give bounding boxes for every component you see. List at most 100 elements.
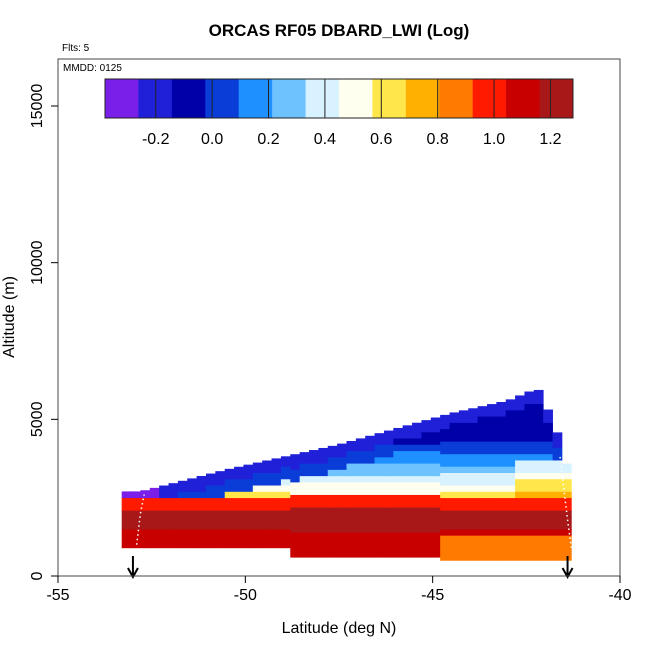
heatmap-cell — [543, 472, 553, 480]
heatmap-cell — [187, 516, 198, 524]
heatmap-cell — [468, 478, 479, 486]
heatmap-cell — [159, 541, 169, 549]
heatmap-cell — [449, 441, 460, 448]
heatmap-cell — [552, 447, 563, 455]
heatmap-cell — [449, 478, 460, 486]
heatmap-cell — [402, 475, 413, 483]
heatmap-cell — [243, 510, 254, 517]
heatmap-cell — [224, 529, 235, 536]
heatmap-cell — [496, 403, 507, 411]
heatmap-cell — [187, 485, 198, 492]
heatmap-cell — [505, 428, 516, 436]
colorbar-tick-label: 0.6 — [370, 131, 392, 148]
heatmap-cell — [318, 463, 329, 470]
heatmap-cell — [393, 544, 404, 552]
heatmap-cell — [393, 463, 404, 470]
heatmap-cell — [383, 488, 394, 495]
heatmap-cell — [177, 510, 188, 517]
heatmap-cell — [402, 431, 413, 439]
heatmap-cell — [430, 469, 441, 477]
heatmap-cell — [486, 441, 497, 448]
heatmap-cell — [234, 535, 244, 542]
heatmap-cell — [486, 472, 497, 480]
heatmap-cell — [365, 525, 375, 533]
heatmap-cell — [243, 466, 254, 473]
heatmap-cell — [524, 535, 535, 542]
heatmap-cell — [468, 510, 479, 517]
heatmap-cell — [440, 491, 450, 499]
heatmap-cell — [177, 516, 188, 524]
heatmap-cell — [299, 525, 310, 533]
heatmap-cell — [515, 516, 525, 524]
heatmap-cell — [402, 425, 413, 426]
heatmap-cell — [243, 522, 254, 530]
heatmap-cell — [430, 544, 441, 552]
heatmap-cell — [346, 538, 357, 546]
heatmap-cell — [243, 497, 254, 505]
heatmap-cell — [440, 472, 450, 480]
heatmap-cell — [486, 485, 497, 492]
heatmap-cell — [121, 541, 132, 549]
heatmap-cell — [271, 485, 282, 492]
heatmap-cell — [318, 469, 329, 477]
heatmap-cell — [149, 541, 160, 549]
heatmap-cell — [327, 445, 338, 452]
heatmap-cell — [215, 535, 226, 542]
heatmap-cell — [496, 497, 507, 505]
heatmap-cell — [496, 491, 507, 499]
heatmap-cell — [393, 519, 404, 527]
heatmap-cell — [458, 491, 469, 499]
heatmap-cell — [205, 541, 216, 549]
heatmap-cell — [252, 478, 263, 486]
heatmap-cell — [224, 535, 235, 542]
heatmap-cell — [365, 538, 375, 546]
heatmap-cell — [412, 482, 422, 489]
heatmap-cell — [355, 532, 366, 539]
heatmap-cell — [543, 466, 553, 473]
heatmap-cell — [365, 507, 375, 514]
heatmap-cell — [337, 494, 347, 502]
heatmap-cell — [168, 510, 179, 517]
heatmap-cell — [234, 478, 244, 486]
heatmap-cell — [271, 460, 282, 467]
heatmap-cell — [140, 522, 151, 530]
heatmap-cell — [205, 473, 216, 480]
heatmap-cell — [468, 460, 479, 467]
heatmap-cell — [515, 541, 525, 549]
heatmap-cell — [496, 478, 507, 486]
heatmap-cell — [215, 516, 226, 524]
heatmap-cell — [374, 532, 385, 539]
heatmap-cell — [477, 428, 488, 436]
heatmap-cell — [262, 541, 272, 549]
heatmap-cell — [252, 466, 263, 473]
heatmap-cell — [271, 478, 282, 486]
heatmap-cell — [412, 500, 422, 508]
heatmap-cell — [355, 463, 366, 470]
heatmap-cell — [533, 409, 544, 417]
heatmap-cell — [552, 472, 563, 480]
heatmap-cell — [496, 516, 507, 524]
heatmap-cell — [262, 472, 272, 480]
heatmap-cell — [561, 491, 572, 499]
heatmap-cell — [402, 513, 413, 520]
heatmap-cell — [159, 497, 169, 505]
heatmap-cell — [412, 463, 422, 470]
heatmap-cell — [299, 475, 310, 483]
heatmap-cell — [346, 463, 357, 470]
heatmap-cell — [196, 529, 207, 536]
heatmap-cell — [196, 510, 207, 517]
heatmap-cell — [412, 507, 422, 514]
heatmap-cell — [290, 454, 301, 458]
heatmap-cell — [196, 541, 207, 549]
heatmap-cell — [168, 529, 179, 536]
heatmap-cell — [131, 503, 141, 511]
heatmap-cell — [131, 522, 141, 530]
heatmap-cell — [318, 482, 329, 489]
heatmap-cell — [515, 403, 525, 411]
heatmap-cell — [140, 490, 151, 492]
colorbar-segment — [205, 79, 240, 118]
heatmap-cell — [505, 547, 516, 555]
heatmap-cell — [290, 475, 301, 483]
heatmap-cell — [533, 416, 544, 423]
colorbar-segment — [506, 79, 541, 118]
